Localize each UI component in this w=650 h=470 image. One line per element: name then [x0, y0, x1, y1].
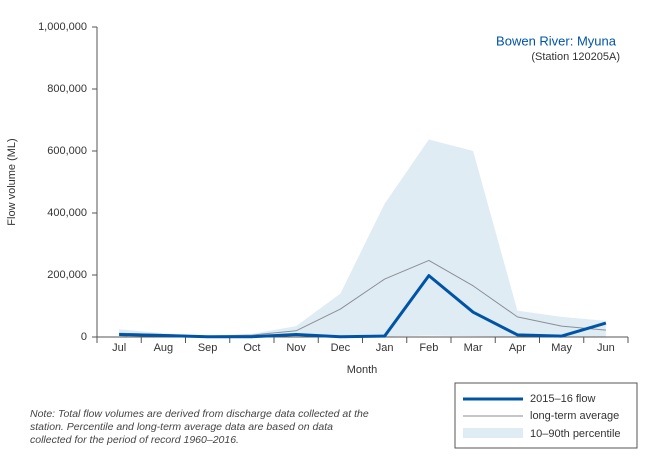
y-tick-label: 200,000: [47, 269, 87, 281]
percentile-band: [119, 139, 606, 337]
note: Note: Total flow volumes are derived fro…: [30, 408, 369, 446]
x-tick-label: Dec: [331, 342, 351, 354]
series-line: [119, 274, 607, 339]
legend-label: 10–90th percentile: [530, 428, 621, 440]
legend-label: 2015–16 flow: [530, 393, 595, 405]
y-tick-label: 0: [81, 331, 87, 343]
y-axis-label: Flow volume (ML): [6, 138, 18, 225]
x-tick-label: Aug: [154, 342, 174, 354]
y-tick-label: 800,000: [47, 83, 87, 95]
y-tick-label: 1,000,000: [38, 21, 87, 33]
x-tick-label: Jan: [376, 342, 394, 354]
x-tick-label: May: [551, 342, 572, 354]
x-tick-label: Oct: [243, 342, 260, 354]
y-tick-label: 600,000: [47, 145, 87, 157]
chart-subtitle: (Station 120205A): [531, 51, 620, 63]
x-tick-label: Jun: [597, 342, 615, 354]
x-axis-label: Month: [347, 364, 378, 376]
legend-swatch: [463, 428, 523, 438]
y-tick-label: 400,000: [47, 207, 87, 219]
x-tick-label: Feb: [419, 342, 438, 354]
chart-title: Bowen River: Myuna: [496, 33, 617, 48]
legend-label: long-term average: [530, 410, 619, 422]
x-tick-label: Jul: [112, 342, 126, 354]
x-tick-label: Mar: [464, 342, 483, 354]
x-tick-label: Nov: [286, 342, 306, 354]
x-tick-label: Apr: [509, 342, 526, 354]
x-tick-label: Sep: [198, 342, 218, 354]
